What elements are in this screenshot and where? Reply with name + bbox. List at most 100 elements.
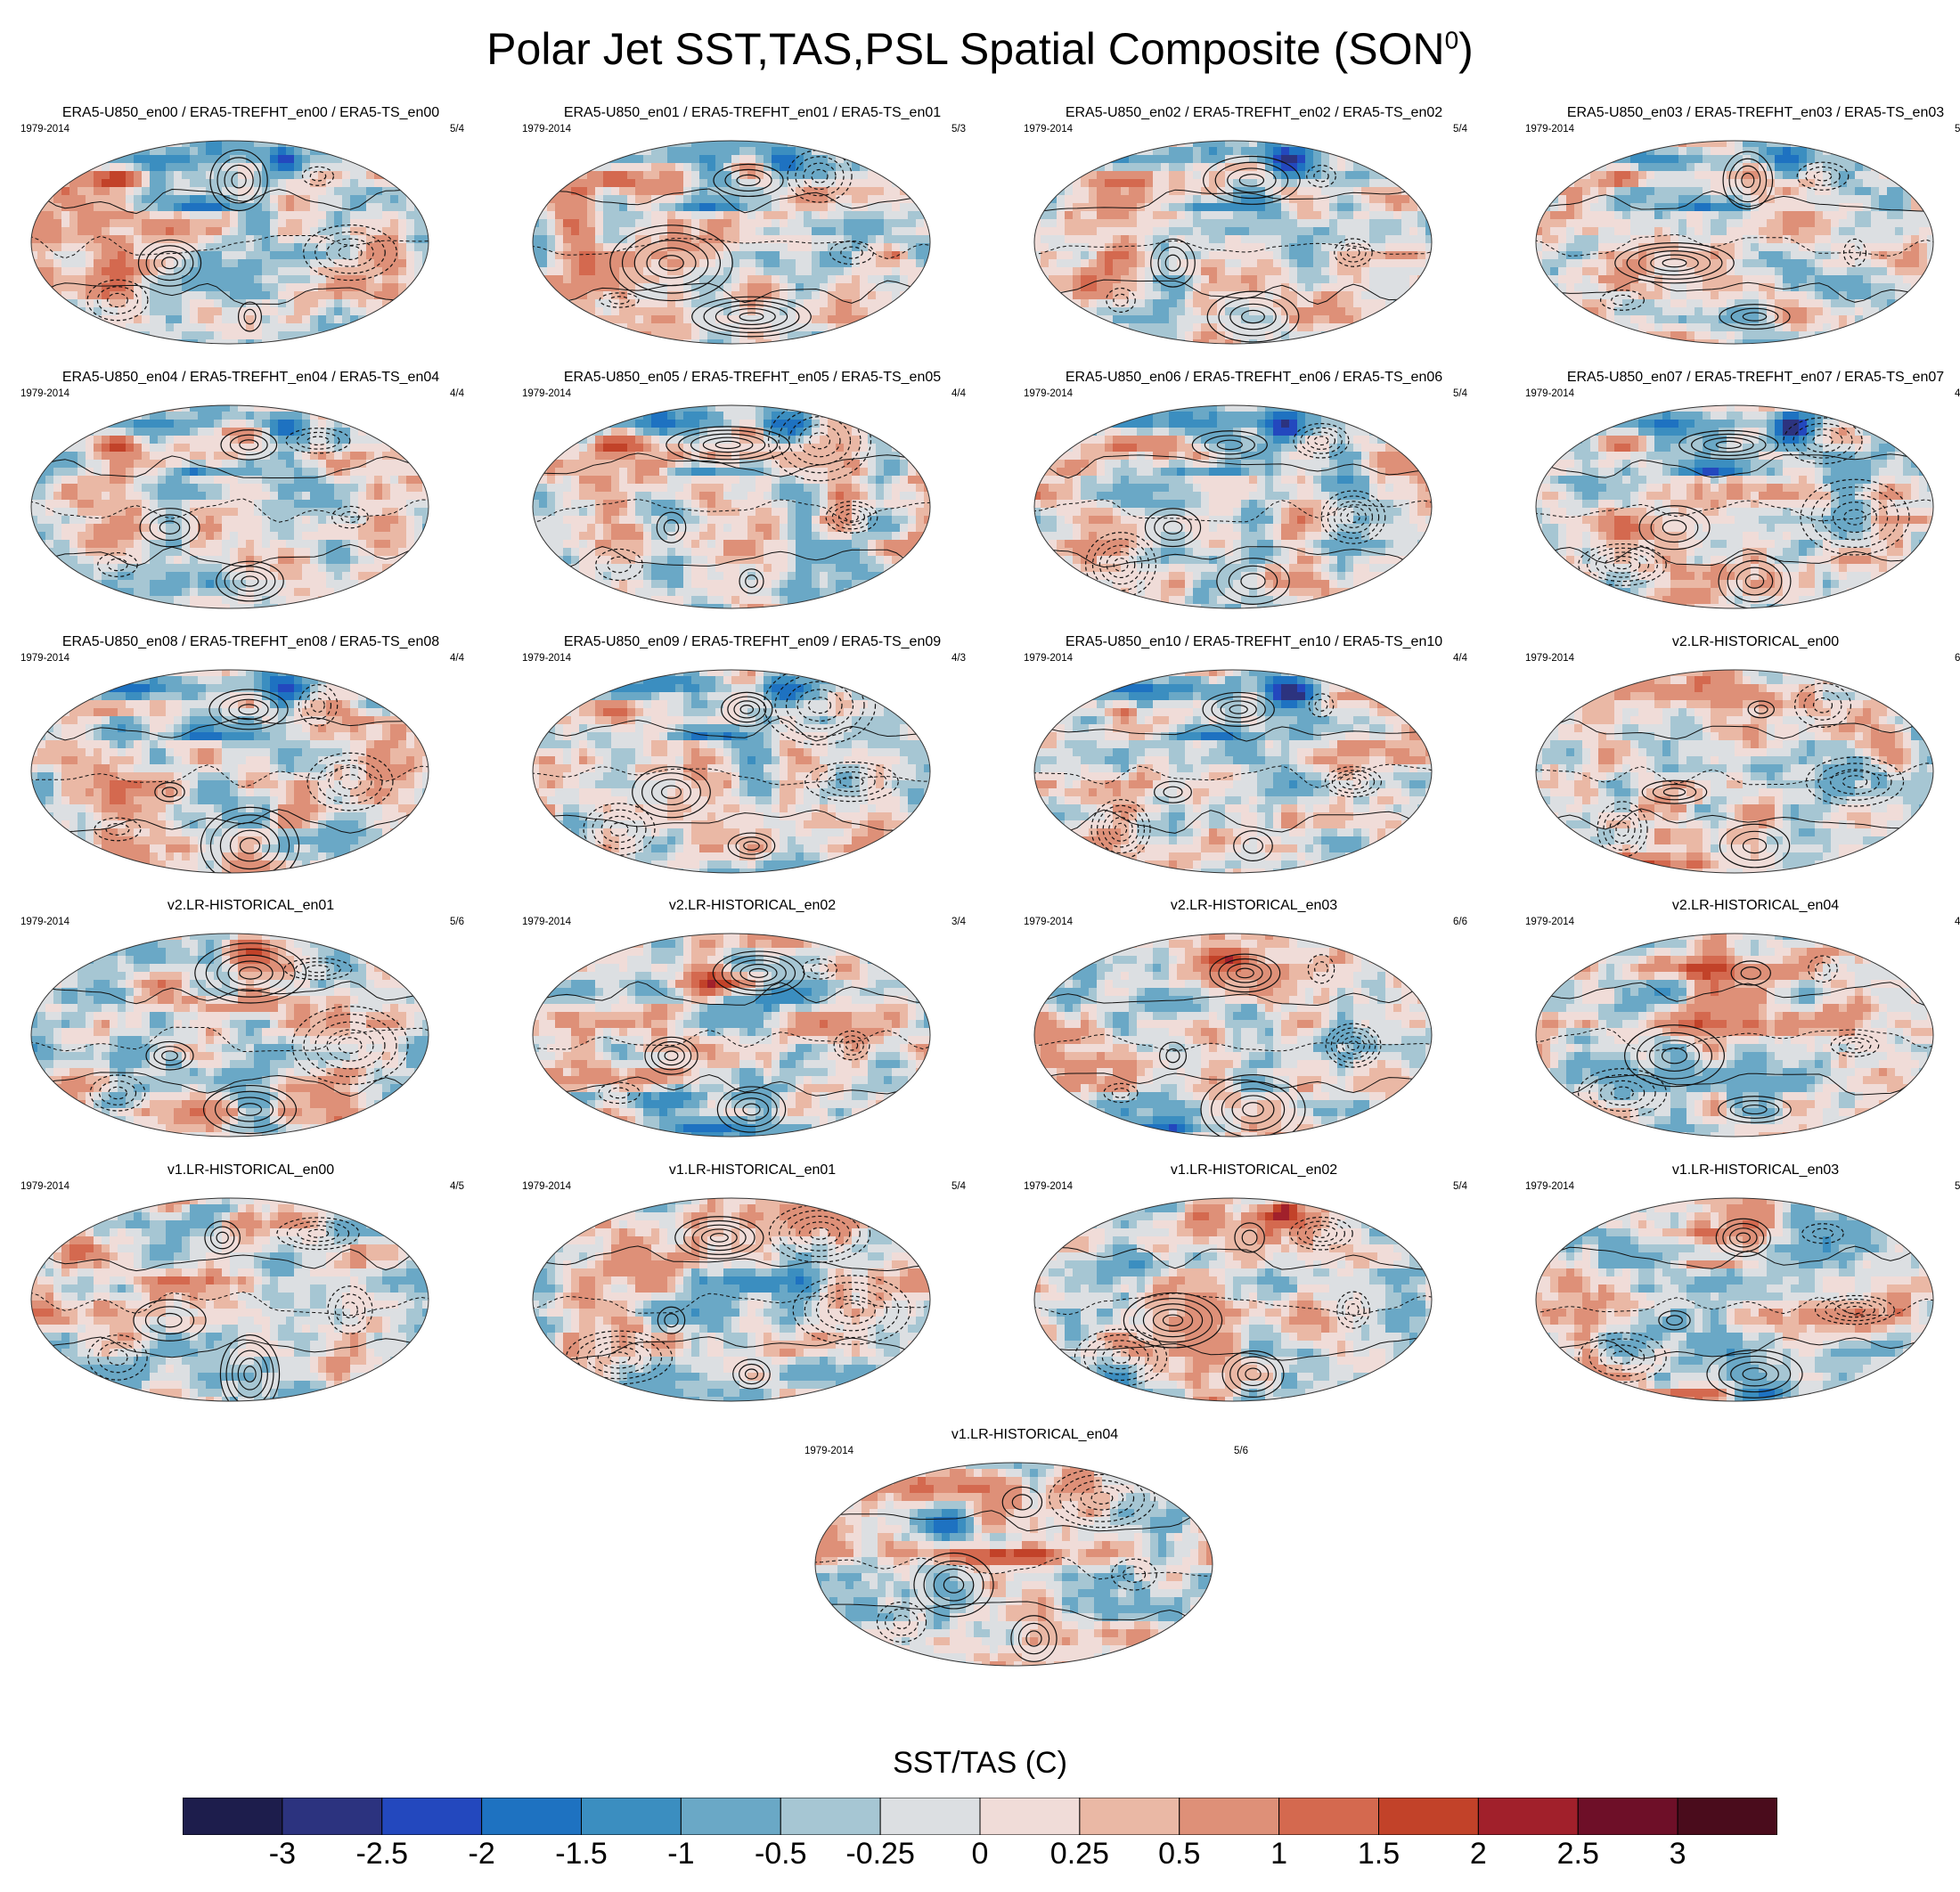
panel-years: 1979-2014 <box>1024 917 1073 927</box>
panel-years: 1979-2014 <box>1525 1181 1574 1192</box>
panel-years: 1979-2014 <box>1024 388 1073 399</box>
map-panel: v1.LR-HISTORICAL_en02 1979-2014 5/4 <box>1003 1162 1505 1421</box>
psl-contours <box>31 684 429 873</box>
map-plot <box>30 1197 429 1402</box>
panel-count-ratio: 5/4 <box>450 124 464 135</box>
panel-years: 1979-2014 <box>1525 917 1574 927</box>
colorbar-swatch <box>1477 1798 1579 1835</box>
panel-years: 1979-2014 <box>522 917 571 927</box>
psl-contours <box>1034 155 1432 343</box>
colorbar-swatch <box>1179 1798 1280 1835</box>
colorbar-swatch <box>282 1798 383 1835</box>
panel-title: ERA5-U850_en01 / ERA5-TREFHT_en01 / ERA5… <box>502 105 1003 121</box>
map-plot <box>532 669 931 874</box>
map-plot <box>532 1197 931 1402</box>
panel-count-ratio: 4/5 <box>1955 917 1960 927</box>
map-panel: ERA5-U850_en04 / ERA5-TREFHT_en04 / ERA5… <box>0 370 502 628</box>
map-plot <box>532 140 931 345</box>
map-plot <box>1535 1197 1934 1402</box>
colorbar-tick-label: -0.5 <box>755 1837 807 1872</box>
colorbar-tick-label: 2 <box>1470 1837 1487 1872</box>
panel-count-ratio: 5/6 <box>1234 1446 1248 1456</box>
map-plot <box>1033 669 1433 874</box>
panel-years: 1979-2014 <box>804 1446 853 1456</box>
colorbar-tick-label: 3 <box>1670 1837 1686 1872</box>
colorbar-swatch <box>581 1798 682 1835</box>
psl-contours <box>31 1217 429 1401</box>
map-plot <box>30 404 429 609</box>
map-panel: v1.LR-HISTORICAL_en03 1979-2014 5/5 <box>1505 1162 1960 1421</box>
map-panel: v2.LR-HISTORICAL_en03 1979-2014 6/6 <box>1003 898 1505 1156</box>
map-panel: v1.LR-HISTORICAL_en01 1979-2014 5/4 <box>502 1162 1003 1421</box>
map-plot <box>1535 404 1934 609</box>
panel-count-ratio: 5/4 <box>1453 124 1467 135</box>
map-panel: ERA5-U850_en06 / ERA5-TREFHT_en06 / ERA5… <box>1003 370 1505 628</box>
colorbar-swatch <box>1677 1798 1777 1835</box>
psl-contours <box>533 405 930 594</box>
panel-count-ratio: 6/6 <box>1453 917 1467 927</box>
psl-contours <box>31 942 429 1135</box>
map-plot <box>1033 140 1433 345</box>
map-panel: v2.LR-HISTORICAL_en04 1979-2014 4/5 <box>1505 898 1960 1156</box>
colorbar-swatch <box>381 1798 483 1835</box>
panel-title: ERA5-U850_en04 / ERA5-TREFHT_en04 / ERA5… <box>0 370 502 386</box>
map-panel: ERA5-U850_en08 / ERA5-TREFHT_en08 / ERA5… <box>0 634 502 893</box>
panel-title: v1.LR-HISTORICAL_en04 <box>784 1427 1286 1443</box>
panel-count-ratio: 5/4 <box>1453 388 1467 399</box>
panel-title: v1.LR-HISTORICAL_en00 <box>0 1162 502 1178</box>
panel-title: v1.LR-HISTORICAL_en02 <box>1003 1162 1505 1178</box>
panel-title: v2.LR-HISTORICAL_en01 <box>0 898 502 914</box>
psl-contours <box>31 149 429 332</box>
colorbar-tick-label: -3 <box>269 1837 296 1872</box>
panel-count-ratio: 4/4 <box>450 653 464 664</box>
panel-count-ratio: 4/4 <box>450 388 464 399</box>
panel-title: ERA5-U850_en10 / ERA5-TREFHT_en10 / ERA5… <box>1003 634 1505 650</box>
colorbar-swatch <box>879 1798 981 1835</box>
colorbar-swatch <box>979 1798 1081 1835</box>
psl-contours <box>1034 953 1432 1137</box>
colorbar-tick-label: -0.25 <box>845 1837 915 1872</box>
map-plot <box>532 404 931 609</box>
map-panel: ERA5-U850_en09 / ERA5-TREFHT_en09 / ERA5… <box>502 634 1003 893</box>
colorbar-tick-label: -1.5 <box>555 1837 608 1872</box>
panel-years: 1979-2014 <box>20 1181 69 1192</box>
psl-contours <box>1536 417 1933 608</box>
colorbar-tick-label: 0.25 <box>1050 1837 1109 1872</box>
map-plot <box>30 669 429 874</box>
panel-years: 1979-2014 <box>1525 388 1574 399</box>
colorbar-labels: -3 -2.5 -2 -1.5 -1 -0.5 -0.25 0 0.25 0.5 1 1.5 2 2.5 3 <box>0 1837 1960 1881</box>
colorbar-swatch <box>1378 1798 1479 1835</box>
colorbar-swatch <box>780 1798 881 1835</box>
panel-count-ratio: 4/5 <box>450 1181 464 1192</box>
panel-title: v2.LR-HISTORICAL_en00 <box>1505 634 1960 650</box>
map-plot <box>532 933 931 1138</box>
panel-title: v1.LR-HISTORICAL_en03 <box>1505 1162 1960 1178</box>
psl-contours <box>533 670 930 860</box>
map-panel: ERA5-U850_en10 / ERA5-TREFHT_en10 / ERA5… <box>1003 634 1505 893</box>
psl-contours <box>1536 1218 1933 1399</box>
panel-years: 1979-2014 <box>522 653 571 664</box>
colorbar-tick-label: -1 <box>667 1837 694 1872</box>
map-panel: ERA5-U850_en02 / ERA5-TREFHT_en02 / ERA5… <box>1003 105 1505 363</box>
colorbar-tick-label: -2 <box>469 1837 495 1872</box>
panel-count-ratio: 5/3 <box>951 124 966 135</box>
panel-title: ERA5-U850_en03 / ERA5-TREFHT_en03 / ERA5… <box>1505 105 1960 121</box>
map-panel: ERA5-U850_en05 / ERA5-TREFHT_en05 / ERA5… <box>502 370 1003 628</box>
map-panel: ERA5-U850_en07 / ERA5-TREFHT_en07 / ERA5… <box>1505 370 1960 628</box>
map-plot <box>814 1462 1213 1667</box>
panel-title: ERA5-U850_en00 / ERA5-TREFHT_en00 / ERA5… <box>0 105 502 121</box>
panel-count-ratio: 5/4 <box>951 1181 966 1192</box>
psl-contours <box>1536 955 1933 1123</box>
panel-years: 1979-2014 <box>1024 1181 1073 1192</box>
panel-count-ratio: 3/4 <box>951 917 966 927</box>
map-panel: ERA5-U850_en03 / ERA5-TREFHT_en03 / ERA5… <box>1505 105 1960 363</box>
panel-count-ratio: 4/4 <box>1955 388 1960 399</box>
map-plot <box>30 933 429 1138</box>
colorbar-swatch <box>183 1798 283 1835</box>
psl-contours <box>1536 682 1933 869</box>
panel-title: ERA5-U850_en02 / ERA5-TREFHT_en02 / ERA5… <box>1003 105 1505 121</box>
panel-count-ratio: 4/4 <box>951 388 966 399</box>
psl-contours <box>533 950 930 1133</box>
psl-contours <box>1536 151 1933 330</box>
map-panel: v2.LR-HISTORICAL_en01 1979-2014 5/6 <box>0 898 502 1156</box>
